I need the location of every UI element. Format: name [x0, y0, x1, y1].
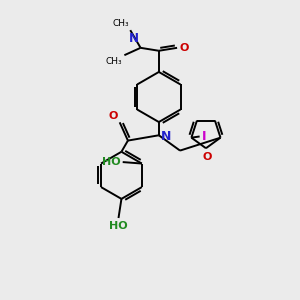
Text: CH₃: CH₃	[112, 19, 129, 28]
Text: CH₃: CH₃	[106, 57, 122, 66]
Text: O: O	[203, 152, 212, 162]
Text: N: N	[129, 32, 139, 46]
Text: N: N	[161, 130, 172, 143]
Text: HO: HO	[102, 157, 121, 167]
Text: O: O	[179, 43, 188, 53]
Text: O: O	[108, 111, 118, 121]
Text: HO: HO	[109, 221, 128, 231]
Text: I: I	[202, 130, 206, 143]
